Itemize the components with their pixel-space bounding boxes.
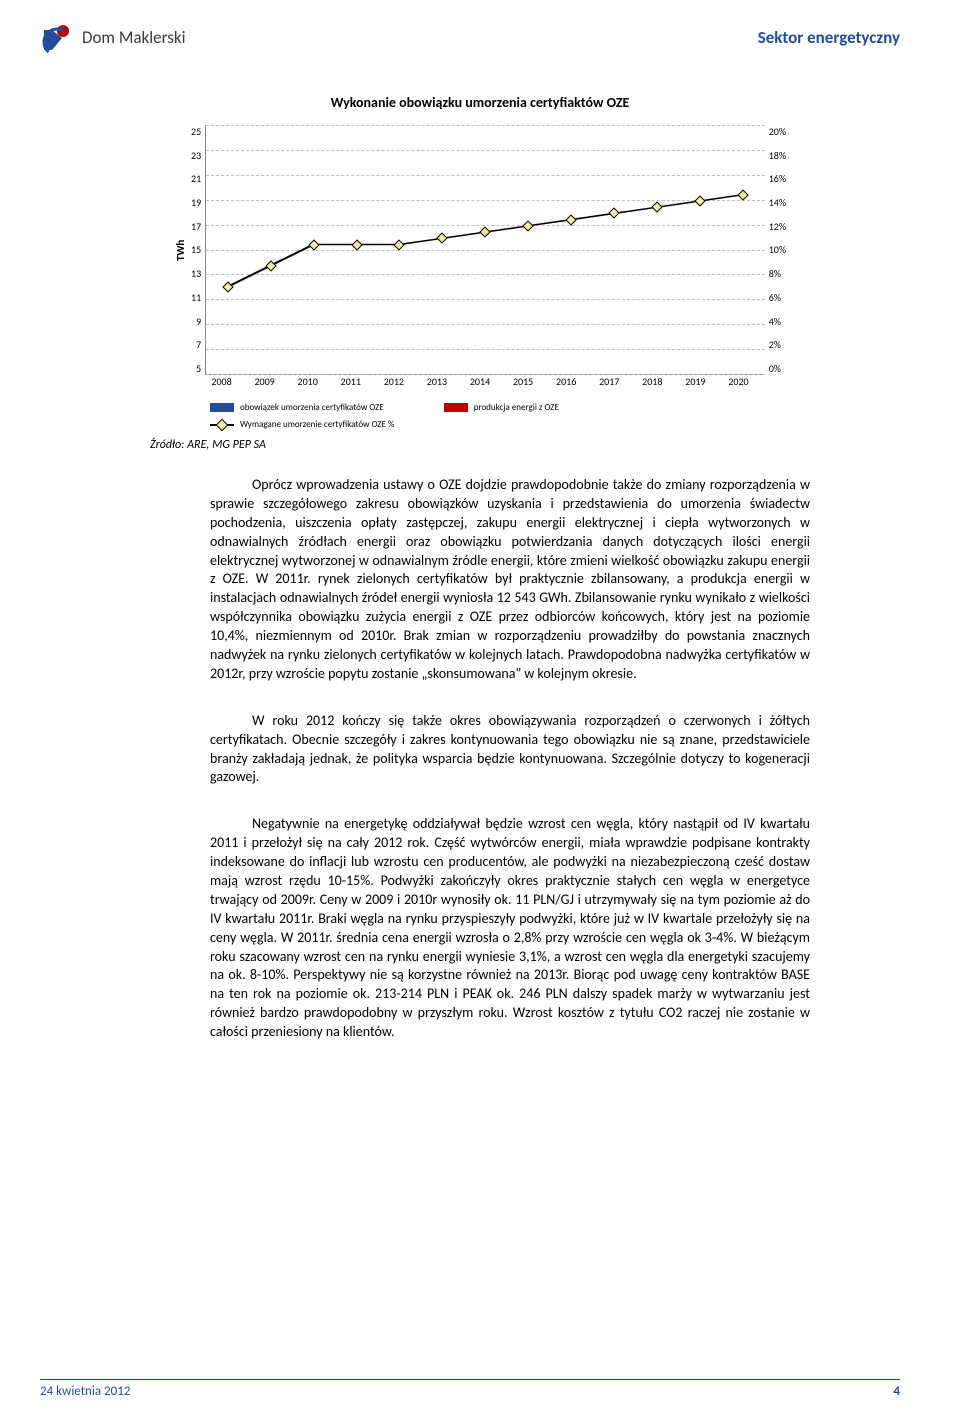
plot-area [205, 125, 765, 375]
footer-page: 4 [893, 1384, 900, 1399]
sector-title: Sektor energetyczny [758, 27, 900, 48]
chart-source: Źródło: ARE, MG PEP SA [150, 438, 960, 452]
y-ticks-right: 20%18%16%14%12%10%8%6%4%2%0% [765, 125, 790, 375]
paragraph-2: W roku 2012 kończy się także okres obowi… [210, 712, 810, 788]
legend-swatch-icon [444, 403, 468, 412]
chart: Wykonanie obowiązku umorzenia certyfiakt… [170, 94, 790, 388]
y-axis-label: TWh [170, 125, 187, 375]
footer-date: 24 kwietnia 2012 [40, 1384, 130, 1399]
legend-label: produkcja energii z OZE [474, 402, 559, 413]
brand-name: Dom Maklerski [82, 27, 186, 48]
brand-logo: Dom Maklerski [40, 20, 186, 54]
legend-line-icon [210, 424, 234, 426]
legend-label: Wymagane umorzenie certyfikatów OZE % [240, 419, 394, 430]
paragraph-1: Oprócz wprowadzenia ustawy o OZE dojdzie… [210, 476, 810, 684]
chart-legend: obowiązek umorzenia certyfikatów OZE pro… [210, 402, 790, 430]
legend-swatch-icon [210, 403, 234, 412]
logo-icon [40, 20, 74, 54]
chart-title: Wykonanie obowiązku umorzenia certyfiakt… [170, 94, 790, 111]
legend-item-wymagane: Wymagane umorzenie certyfikatów OZE % [210, 419, 394, 430]
legend-item-obowiazek: obowiązek umorzenia certyfikatów OZE [210, 402, 384, 413]
page-header: Dom Maklerski Sektor energetyczny [0, 0, 960, 64]
x-ticks: 2008200920102011201220132014201520162017… [200, 375, 760, 388]
legend-item-produkcja: produkcja energii z OZE [444, 402, 559, 413]
legend-label: obowiązek umorzenia certyfikatów OZE [240, 402, 384, 413]
paragraph-3: Negatywnie na energetykę oddziaływał będ… [210, 815, 810, 1042]
page-footer: 24 kwietnia 2012 4 [40, 1379, 900, 1399]
y-ticks-left: 2523211917151311975 [187, 125, 205, 375]
